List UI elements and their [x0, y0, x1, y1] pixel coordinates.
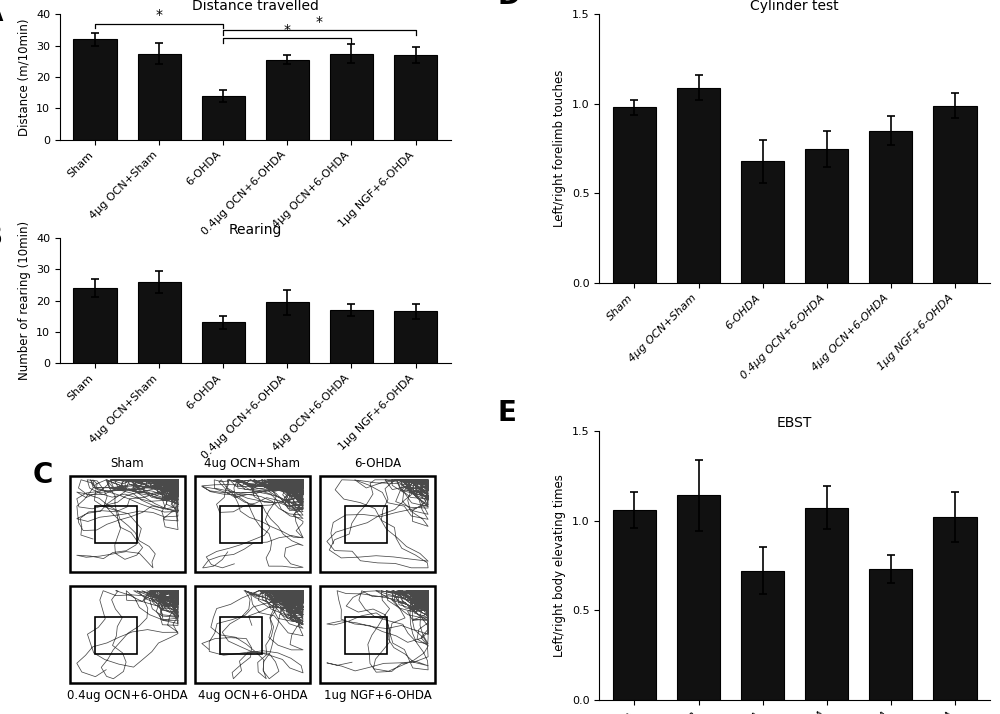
Title: EBST: EBST: [777, 416, 812, 430]
Y-axis label: Number of rearing (10min): Number of rearing (10min): [18, 221, 31, 380]
Text: 1ug NGF+6-OHDA: 1ug NGF+6-OHDA: [324, 689, 431, 702]
Bar: [266, 302, 309, 363]
Bar: [345, 506, 387, 543]
Bar: [805, 508, 848, 700]
Bar: [202, 323, 245, 363]
Bar: [345, 618, 387, 654]
Bar: [933, 106, 977, 283]
Bar: [330, 54, 373, 140]
Title: Cylinder test: Cylinder test: [750, 0, 839, 13]
Bar: [805, 149, 848, 283]
Text: 6-OHDA: 6-OHDA: [354, 456, 401, 470]
Bar: [320, 586, 435, 683]
Bar: [70, 586, 185, 683]
Bar: [677, 496, 720, 700]
Text: E: E: [498, 398, 517, 427]
Bar: [613, 510, 656, 700]
Bar: [394, 311, 437, 363]
Title: Distance travelled: Distance travelled: [192, 0, 319, 13]
Text: *: *: [156, 9, 163, 22]
Text: C: C: [33, 461, 53, 489]
Bar: [95, 618, 137, 654]
Bar: [138, 54, 181, 140]
Bar: [933, 517, 977, 700]
Bar: [195, 586, 310, 683]
Text: D: D: [498, 0, 521, 10]
Text: 4ug OCN+Sham: 4ug OCN+Sham: [204, 456, 300, 470]
Text: A: A: [0, 0, 3, 27]
Bar: [741, 570, 784, 700]
Text: 0.4ug OCN+6-OHDA: 0.4ug OCN+6-OHDA: [67, 689, 188, 702]
Bar: [195, 476, 310, 572]
Bar: [394, 55, 437, 140]
Bar: [138, 282, 181, 363]
Bar: [869, 569, 912, 700]
Text: Sham: Sham: [111, 456, 144, 470]
Bar: [70, 476, 185, 572]
Text: *: *: [284, 23, 291, 36]
Bar: [677, 88, 720, 283]
Bar: [220, 506, 262, 543]
Title: Rearing: Rearing: [229, 223, 282, 236]
Bar: [320, 476, 435, 572]
Bar: [73, 39, 117, 140]
Y-axis label: Left/right body elevating times: Left/right body elevating times: [553, 474, 566, 657]
Bar: [95, 506, 137, 543]
Text: B: B: [0, 223, 3, 251]
Bar: [73, 288, 117, 363]
Bar: [202, 96, 245, 140]
Text: 4ug OCN+6-OHDA: 4ug OCN+6-OHDA: [198, 689, 307, 702]
Bar: [266, 60, 309, 140]
Bar: [741, 161, 784, 283]
Bar: [220, 618, 262, 654]
Y-axis label: Distance (m/10min): Distance (m/10min): [18, 19, 31, 136]
Bar: [330, 310, 373, 363]
Bar: [613, 108, 656, 283]
Text: *: *: [316, 15, 323, 29]
Bar: [869, 131, 912, 283]
Y-axis label: Left/right forelimb touches: Left/right forelimb touches: [553, 70, 566, 227]
